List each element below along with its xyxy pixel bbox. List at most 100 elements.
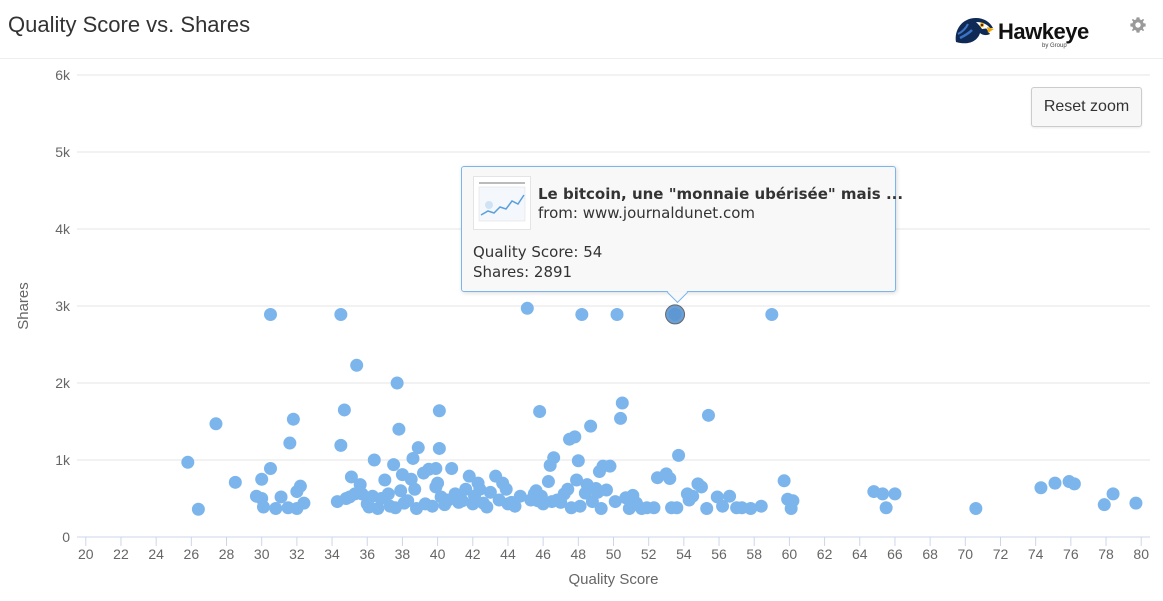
data-point <box>701 408 715 422</box>
x-tick-label: 68 <box>922 546 938 562</box>
data-point <box>274 490 288 504</box>
x-tick-label: 22 <box>113 546 129 562</box>
data-point <box>390 376 404 390</box>
x-tick-label: 60 <box>782 546 798 562</box>
data-point <box>432 404 446 418</box>
chart-title: Quality Score vs. Shares <box>8 12 251 37</box>
data-point <box>344 470 358 484</box>
data-point <box>401 494 415 508</box>
data-point <box>969 502 983 516</box>
data-point <box>1097 498 1111 512</box>
data-point <box>378 473 392 487</box>
x-tick-label: 66 <box>887 546 903 562</box>
data-point <box>614 411 628 425</box>
data-point <box>694 480 708 494</box>
data-point <box>723 489 737 503</box>
data-point <box>686 489 700 503</box>
data-point <box>571 454 585 468</box>
article-thumbnail <box>473 176 531 230</box>
x-tick-label: 36 <box>359 546 375 562</box>
data-point <box>432 441 446 455</box>
data-point <box>297 496 311 510</box>
gear-icon[interactable] <box>1129 16 1147 34</box>
reset-zoom-button[interactable]: Reset zoom <box>1031 87 1142 127</box>
data-point <box>663 471 677 485</box>
data-point <box>286 412 300 426</box>
data-point <box>404 472 418 486</box>
data-point <box>392 422 406 436</box>
data-point <box>765 307 779 321</box>
data-point <box>408 482 422 496</box>
data-point <box>547 451 561 465</box>
data-point <box>431 476 445 490</box>
data-point <box>594 502 608 516</box>
data-point <box>541 475 555 489</box>
data-point <box>672 448 686 462</box>
y-tick-label: 2k <box>55 375 71 391</box>
data-point <box>334 307 348 321</box>
data-point <box>387 458 401 472</box>
x-tick-label: 78 <box>1098 546 1114 562</box>
x-tick-label: 56 <box>711 546 727 562</box>
data-point <box>269 502 283 516</box>
data-point <box>355 487 369 501</box>
data-point <box>228 475 242 489</box>
data-point <box>575 307 589 321</box>
x-tick-label: 20 <box>78 546 94 562</box>
x-axis-title: Quality Score <box>568 571 658 588</box>
y-tick-label: 0 <box>62 529 70 545</box>
data-point <box>293 479 307 493</box>
data-point <box>879 501 893 515</box>
data-point <box>445 461 459 475</box>
data-point <box>508 499 522 513</box>
data-point <box>520 301 534 315</box>
data-point <box>425 499 439 513</box>
data-point <box>568 430 582 444</box>
data-point <box>610 307 624 321</box>
data-point <box>209 417 223 431</box>
data-point <box>599 483 613 497</box>
data-point <box>1129 496 1143 510</box>
data-point <box>603 459 617 473</box>
data-point <box>513 489 527 503</box>
data-point <box>777 474 791 488</box>
data-point <box>337 403 351 417</box>
data-point <box>700 502 714 516</box>
tooltip-quality-score: Quality Score: 54 <box>473 243 603 261</box>
x-tick-label: 42 <box>465 546 481 562</box>
data-point <box>608 495 622 509</box>
data-point <box>1048 476 1062 490</box>
data-point <box>1034 481 1048 495</box>
data-point <box>1106 487 1120 501</box>
y-tick-label: 6k <box>55 67 71 83</box>
header-divider <box>0 58 1163 59</box>
data-point <box>573 499 587 513</box>
tooltip-shares: Shares: 2891 <box>473 263 573 281</box>
data-point <box>473 482 487 496</box>
data-point <box>429 461 443 475</box>
y-tick-label: 3k <box>55 298 71 314</box>
x-tick-label: 40 <box>430 546 446 562</box>
data-point <box>716 499 730 513</box>
data-point <box>394 484 408 498</box>
y-axis-title: Shares <box>15 282 32 330</box>
data-point <box>283 436 297 450</box>
x-tick-label: 74 <box>1028 546 1044 562</box>
y-tick-label: 5k <box>55 144 71 160</box>
data-point <box>483 485 497 499</box>
tooltip-source: from: www.journaldunet.com <box>538 204 755 222</box>
x-tick-label: 54 <box>676 546 692 562</box>
x-tick-label: 28 <box>219 546 235 562</box>
y-tick-label: 4k <box>55 221 71 237</box>
data-point <box>533 404 547 418</box>
x-tick-label: 76 <box>1063 546 1079 562</box>
data-point <box>459 482 473 496</box>
x-tick-label: 26 <box>184 546 200 562</box>
x-tick-label: 48 <box>571 546 587 562</box>
data-point <box>455 494 469 508</box>
logo-subtext: by Group <box>1042 43 1067 49</box>
x-tick-label: 30 <box>254 546 270 562</box>
data-point <box>181 455 195 469</box>
data-point <box>584 419 598 433</box>
